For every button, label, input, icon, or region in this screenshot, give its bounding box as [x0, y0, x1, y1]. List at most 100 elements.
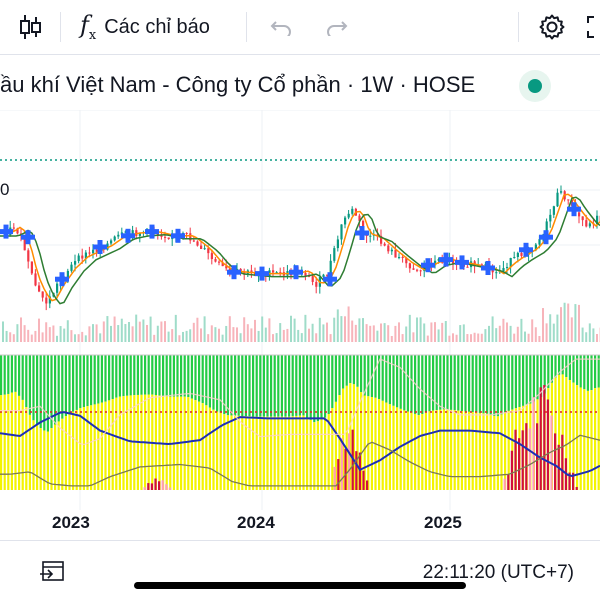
- oscillator-bg-bar-green: [403, 355, 405, 410]
- candle-body: [409, 263, 411, 268]
- volume-bar: [45, 322, 47, 342]
- candle-body: [67, 271, 69, 278]
- oscillator-hist-bar: [341, 438, 343, 490]
- candles-icon[interactable]: [12, 0, 48, 54]
- oscillator-hist-bar: [525, 423, 527, 490]
- oscillator-bg-bar-green: [180, 355, 182, 397]
- volume-bar: [110, 326, 112, 342]
- oscillator-bg-bar-yellow: [421, 414, 423, 490]
- indicators-button[interactable]: fx Các chỉ báo: [80, 0, 240, 54]
- oscillator-hist-bar: [355, 451, 357, 490]
- oscillator-bg-bar-yellow: [482, 413, 484, 490]
- oscillator-bg-bar-yellow: [248, 416, 250, 490]
- volume-bar: [578, 305, 580, 342]
- oscillator-bg-bar-green: [374, 355, 376, 398]
- oscillator-bg-bar-green: [590, 355, 592, 390]
- oscillator-bg-bar-green: [328, 355, 330, 414]
- volume-bar: [438, 329, 440, 342]
- volume-bar: [416, 317, 418, 342]
- undo-icon[interactable]: [266, 0, 296, 54]
- volume-bar: [301, 333, 303, 342]
- candle-body: [117, 235, 119, 237]
- oscillator-bg-bar-green: [338, 355, 340, 395]
- oscillator-bg-bar-green: [187, 355, 189, 397]
- oscillator-bg-bar-green: [220, 355, 222, 413]
- volume-bar: [142, 319, 144, 342]
- volume-bar: [574, 304, 576, 342]
- symbol-title[interactable]: ầu khí Việt Nam - Công ty Cổ phần · 1W ·…: [0, 72, 475, 98]
- oscillator-bg-bar-green: [137, 355, 139, 395]
- oscillator-bg-bar-green: [230, 355, 232, 415]
- signal-marker-h: [121, 233, 135, 238]
- oscillator-bg-bar-green: [569, 355, 571, 380]
- volume-bar: [157, 326, 159, 342]
- oscillator-bg-bar-yellow: [461, 411, 463, 490]
- oscillator-bg-bar-yellow: [54, 425, 56, 490]
- oscillator-bg-bar-yellow: [587, 391, 589, 490]
- candle-body: [344, 218, 346, 225]
- moving-average-fast: [0, 194, 600, 300]
- market-status-icon[interactable]: [519, 70, 551, 102]
- oscillator-bg-bar-green: [428, 355, 430, 411]
- x-axis-label-2023: 2023: [52, 513, 90, 533]
- volume-bar: [369, 326, 371, 342]
- oscillator-bg-bar-green: [554, 355, 556, 377]
- oscillator-bg-bar-green: [396, 355, 398, 407]
- oscillator-bg-bar-yellow: [205, 405, 207, 490]
- volume-bar: [340, 316, 342, 342]
- oscillator-bg-bar-yellow: [317, 421, 319, 490]
- settings-icon[interactable]: [536, 0, 568, 54]
- signal-marker-h: [93, 245, 107, 250]
- goto-date-icon[interactable]: [40, 559, 66, 588]
- fullscreen-icon[interactable]: [584, 0, 600, 54]
- oscillator-bg-bar-green: [421, 355, 423, 414]
- oscillator-bg-bar-green: [572, 355, 574, 383]
- oscillator-bg-bar-yellow: [202, 403, 204, 490]
- oscillator-bg-bar-green: [133, 355, 135, 395]
- oscillator-bg-bar-green: [277, 355, 279, 417]
- volume-bar: [348, 306, 350, 342]
- volume-bar: [49, 327, 51, 342]
- oscillator-bg-bar-yellow: [472, 412, 474, 490]
- volume-bar: [2, 321, 4, 342]
- volume-bar: [164, 321, 166, 342]
- oscillator-bg-bar-green: [176, 355, 178, 397]
- candle-body: [92, 250, 94, 254]
- oscillator-bg-bar-green: [382, 355, 384, 401]
- candle-body: [42, 291, 44, 297]
- candle-body: [560, 191, 562, 192]
- oscillator-bg-bar-green: [479, 355, 481, 413]
- volume-bar: [78, 334, 80, 342]
- volume-bar: [146, 325, 148, 342]
- volume-bar: [229, 316, 231, 342]
- candle-body: [394, 250, 396, 258]
- candle-body: [81, 256, 83, 259]
- candle-body: [513, 257, 515, 258]
- signal-marker-h: [289, 270, 303, 275]
- candle-body: [200, 246, 202, 249]
- oscillator-bg-bar-green: [425, 355, 427, 413]
- oscillator-bg-bar-green: [104, 355, 106, 402]
- indicators-label: Các chỉ báo: [104, 16, 210, 39]
- candle-body: [387, 246, 389, 252]
- volume-bar: [387, 325, 389, 342]
- redo-icon[interactable]: [322, 0, 352, 54]
- oscillator-bg-bar-yellow: [443, 409, 445, 490]
- price-chart[interactable]: [0, 110, 600, 510]
- volume-bar: [13, 334, 15, 342]
- volume-bar: [456, 335, 458, 342]
- volume-bar: [391, 336, 393, 342]
- volume-bar: [168, 332, 170, 342]
- volume-bar: [268, 318, 270, 342]
- volume-bar: [114, 317, 116, 342]
- candle-body: [315, 282, 317, 287]
- oscillator-bg-bar-yellow: [194, 400, 196, 490]
- oscillator-bg-bar-green: [504, 355, 506, 413]
- oscillator-bg-bar-green: [94, 355, 96, 404]
- clock-time[interactable]: 22:11:20 (UTC+7): [423, 562, 574, 584]
- volume-bar: [42, 332, 44, 342]
- oscillator-bg-bar-green: [83, 355, 85, 407]
- volume-bar: [189, 329, 191, 342]
- oscillator-bg-bar-yellow: [450, 410, 452, 490]
- oscillator-hist-bar: [540, 387, 542, 490]
